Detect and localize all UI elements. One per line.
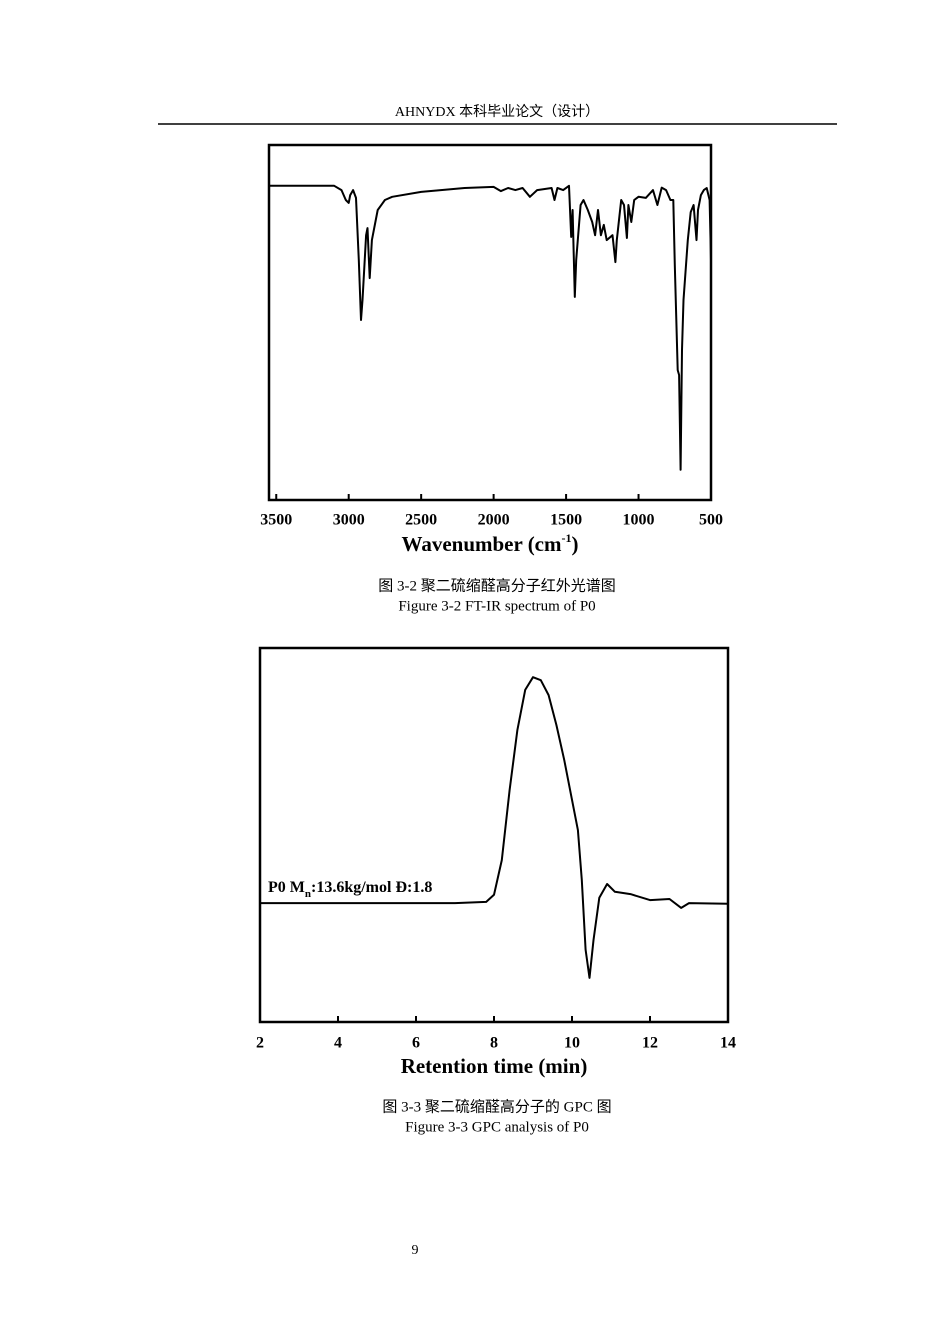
plot-frame: [267, 143, 713, 502]
x-axis-label: Wavenumber (cm-1): [401, 531, 578, 556]
x-tick-label: 6: [412, 1035, 420, 1052]
page-number: 9: [412, 1243, 419, 1258]
text-part: P0 M: [268, 879, 305, 896]
x-axis-label: Retention time (min): [401, 1054, 588, 1078]
caption-cn: 图 3-3 聚二硫缩醛高分子的 GPC 图: [382, 1098, 611, 1115]
x-tick-label: 10: [564, 1035, 580, 1052]
x-tick-label: 2000: [478, 512, 510, 529]
data-line: [269, 184, 712, 471]
x-tick-label: 12: [642, 1035, 658, 1052]
text-part: :13.6kg/mol Đ:1.8: [311, 879, 432, 896]
text-part: ): [572, 532, 579, 556]
caption-en: Figure 3-3 GPC analysis of P0: [405, 1119, 589, 1135]
text-part: Wavenumber (cm: [401, 532, 562, 556]
x-tick-label: 2: [256, 1035, 264, 1052]
x-tick-label: 4: [334, 1035, 342, 1052]
x-tick-label: 14: [720, 1035, 736, 1052]
header: AHNYDX 本科毕业论文（设计）: [395, 104, 599, 120]
caption-cn: 图 3-2 聚二硫缩醛高分子红外光谱图: [378, 577, 616, 594]
annotation: P0 Mn:13.6kg/mol Đ:1.8: [268, 879, 432, 900]
text-part: Retention time (min): [401, 1054, 588, 1078]
caption-en: Figure 3-2 FT-IR spectrum of P0: [398, 598, 595, 614]
x-tick-label: 2500: [405, 512, 437, 529]
x-tick-label: 3500: [260, 512, 292, 529]
data-line: [260, 676, 729, 979]
text-part: -1: [562, 531, 572, 545]
x-tick-label: 1500: [550, 512, 582, 529]
x-tick-label: 500: [699, 512, 723, 529]
text-part: n: [305, 888, 311, 900]
x-tick-label: 8: [490, 1035, 498, 1052]
x-tick-label: 3000: [333, 512, 365, 529]
x-tick-label: 1000: [623, 512, 655, 529]
